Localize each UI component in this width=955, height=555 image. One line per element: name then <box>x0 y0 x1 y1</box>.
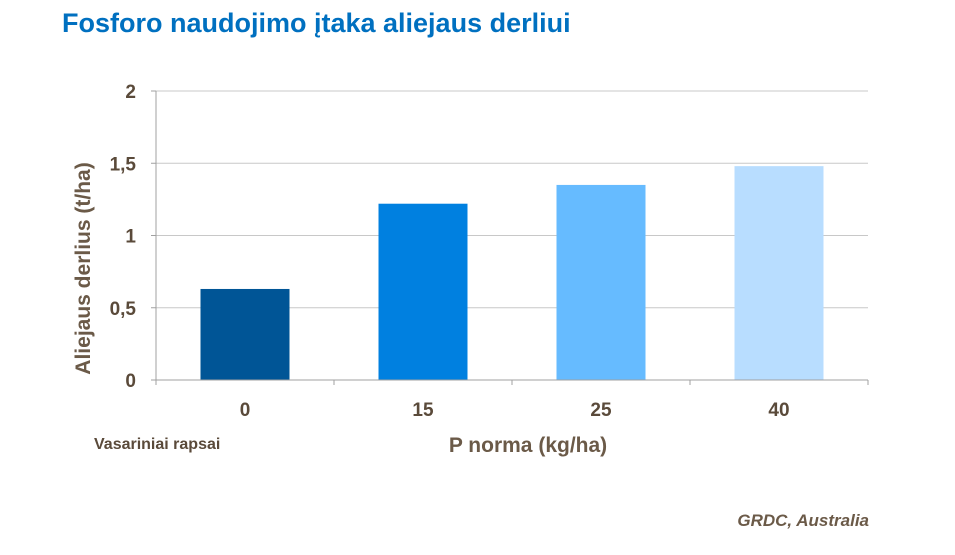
y-tick-label-0: 0 <box>125 371 136 392</box>
y-tick-label-3: 1,5 <box>110 154 137 175</box>
x-tick-label-0: 0 <box>240 400 251 421</box>
x-tick-label-25: 25 <box>590 400 612 421</box>
chart-title: Fosforo naudojimo įtaka aliejaus derliui <box>62 8 571 38</box>
y-tick-label-1: 0,5 <box>110 299 137 320</box>
bar-25 <box>556 184 646 380</box>
x-tick-label-15: 15 <box>412 400 434 421</box>
y-axis-title: Aliejaus derlius (t/ha) <box>72 162 95 374</box>
y-tick-label-4: 2 <box>125 82 136 103</box>
x-tick-labels: 0 15 25 40 <box>240 400 790 421</box>
bar-40 <box>734 166 824 380</box>
x-axis-title: P norma (kg/ha) <box>449 434 607 457</box>
bar-15 <box>378 203 468 380</box>
crop-note: Vasariniai rapsai <box>94 436 221 453</box>
source-label: GRDC, Australia <box>737 511 869 530</box>
y-tick-labels: 0 0,5 1 1,5 2 <box>110 82 137 392</box>
y-tick-label-2: 1 <box>125 227 136 248</box>
bar-0 <box>200 288 290 380</box>
x-tick-label-40: 40 <box>768 400 789 421</box>
bars <box>200 166 824 380</box>
axes <box>151 90 869 385</box>
